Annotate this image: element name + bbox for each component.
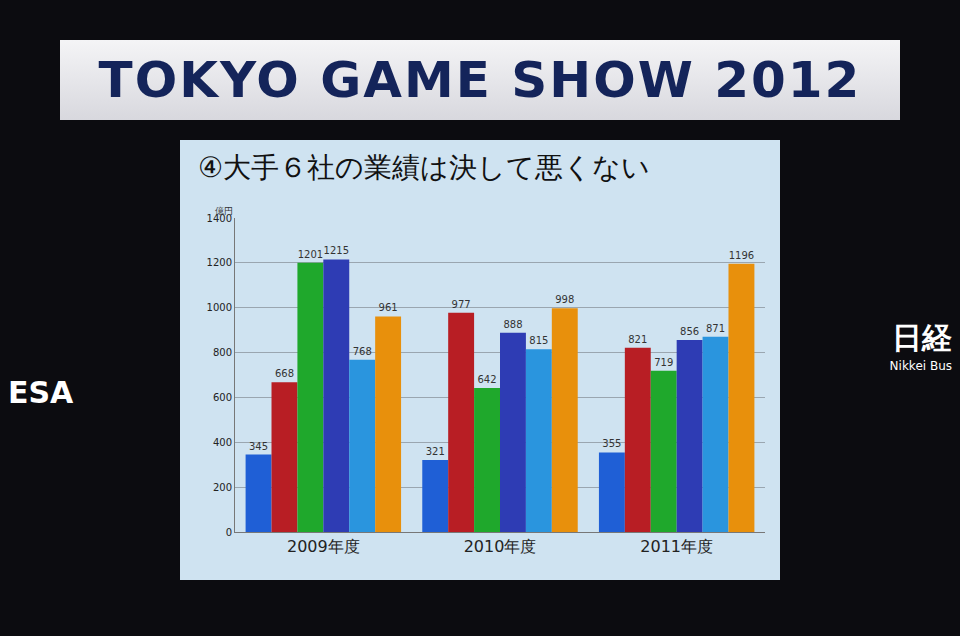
html-text:ESA: ESA [8, 375, 74, 410]
svg-text:1215: 1215 [324, 245, 349, 256]
svg-text:600: 600 [213, 392, 232, 403]
svg-text:821: 821 [628, 334, 647, 345]
svg-text:200: 200 [213, 482, 232, 493]
svg-text:998: 998 [555, 294, 574, 305]
html-text:TOKYO GAME SHOW 2012: TOKYO GAME SHOW 2012 [98, 51, 862, 109]
svg-text:④大手６社の業績は決して悪くない: ④大手６社の業績は決して悪くない [198, 151, 650, 184]
svg-text:1200: 1200 [207, 257, 232, 268]
svg-text:2009年度: 2009年度 [287, 537, 360, 556]
svg-text:961: 961 [379, 302, 398, 313]
svg-text:400: 400 [213, 437, 232, 448]
svg-text:977: 977 [452, 299, 471, 310]
svg-text:2011年度: 2011年度 [640, 537, 713, 556]
html-text:Nikkei Bus: Nikkei Bus [889, 359, 952, 373]
svg-text:768: 768 [353, 346, 372, 357]
svg-text:0: 0 [226, 527, 232, 538]
svg-text:668: 668 [275, 368, 294, 379]
svg-text:355: 355 [602, 438, 621, 449]
svg-text:642: 642 [477, 374, 496, 385]
svg-text:815: 815 [529, 335, 548, 346]
svg-text:億円: 億円 [215, 206, 233, 216]
svg-text:888: 888 [503, 319, 522, 330]
svg-text:1196: 1196 [729, 250, 754, 261]
svg-text:1000: 1000 [207, 302, 232, 313]
svg-text:2010年度: 2010年度 [464, 537, 537, 556]
svg-text:321: 321 [426, 446, 445, 457]
svg-text:1201: 1201 [298, 249, 323, 260]
svg-text:856: 856 [680, 326, 699, 337]
svg-text:871: 871 [706, 323, 725, 334]
html-text:日経: 日経 [892, 320, 952, 355]
svg-text:800: 800 [213, 347, 232, 358]
svg-text:345: 345 [249, 441, 268, 452]
svg-text:1400: 1400 [207, 213, 232, 224]
svg-text:719: 719 [654, 357, 673, 368]
